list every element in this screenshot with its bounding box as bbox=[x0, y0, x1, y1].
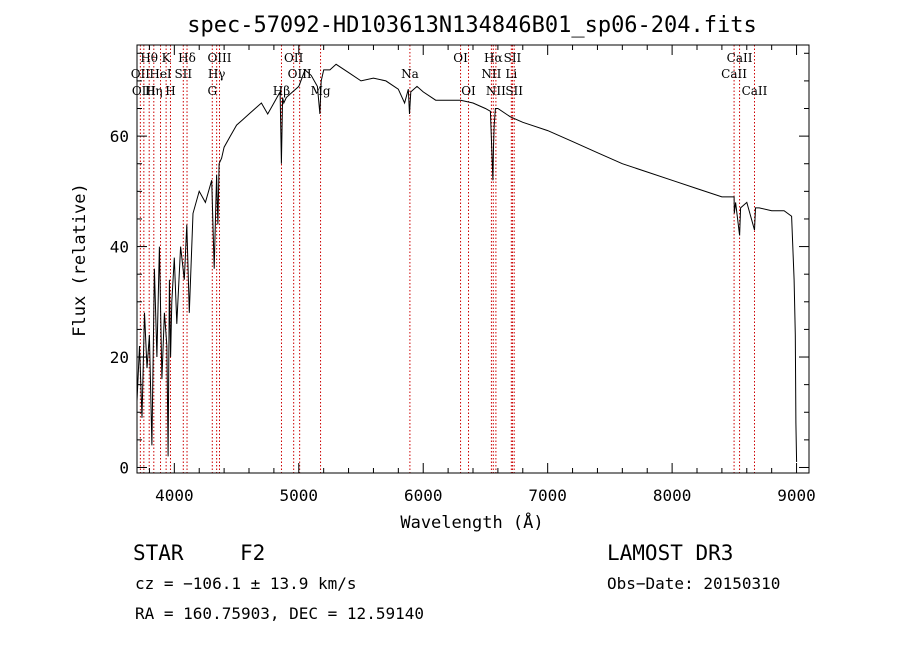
x-tick-label: 5000 bbox=[280, 486, 319, 505]
y-tick-label: 0 bbox=[119, 458, 129, 477]
x-tick-label: 9000 bbox=[777, 486, 816, 505]
line-label-HeI: HeI bbox=[149, 67, 172, 81]
line-label-OII-a: OII bbox=[131, 67, 151, 81]
coordinates: RA = 160.75903, DEC = 12.59140 bbox=[135, 604, 424, 623]
line-label-CaII-c: CaII bbox=[742, 84, 768, 98]
line-label-CaII-a: CaII bbox=[727, 51, 753, 65]
line-label-H-beta: Hβ bbox=[273, 84, 290, 98]
line-label-SII-c: SII bbox=[505, 84, 523, 98]
x-axis-title: Wavelength (Å) bbox=[400, 511, 543, 533]
y-tick-label: 40 bbox=[110, 238, 129, 257]
line-label-CaII-b: CaII bbox=[721, 67, 747, 81]
line-label-OIII-b: OIII bbox=[207, 51, 231, 65]
line-label-OII-b: OII bbox=[284, 51, 304, 65]
line-label-H: H bbox=[165, 84, 175, 98]
y-axis-ticks: 0 20 40 60 bbox=[110, 52, 809, 477]
y-tick-label: 20 bbox=[110, 348, 129, 367]
line-label-OIII-c: OIII bbox=[288, 67, 312, 81]
redshift-value: cz = −106.1 ± 13.9 km/s bbox=[135, 574, 357, 593]
line-label-H-gamma: Hγ bbox=[208, 67, 226, 81]
line-label-SII-a: SII bbox=[174, 67, 192, 81]
line-label-H-theta: Hθ bbox=[140, 51, 158, 65]
line-label-NII-b: NII bbox=[486, 84, 506, 98]
line-label-OIII-a: OIII bbox=[132, 84, 156, 98]
chart-title: spec-57092-HD103613N134846B01_sp06-204.f… bbox=[187, 13, 757, 38]
line-label-H-delta: Hδ bbox=[178, 51, 196, 65]
line-label-H-eta: Hη bbox=[145, 84, 163, 98]
line-label-H-alpha: Hα bbox=[484, 51, 503, 65]
object-subclass: F2 bbox=[240, 541, 265, 565]
x-tick-label: 8000 bbox=[653, 486, 692, 505]
y-axis-title: Flux (relative) bbox=[70, 183, 90, 337]
line-label-G: G bbox=[207, 84, 217, 98]
line-label-SII-b: SII bbox=[504, 51, 522, 65]
line-label-K: K bbox=[162, 51, 172, 65]
x-tick-label: 7000 bbox=[528, 486, 567, 505]
plot-frame bbox=[136, 44, 810, 474]
line-label-OI-a: OI bbox=[453, 51, 468, 65]
survey-name: LAMOST DR3 bbox=[607, 541, 733, 565]
line-label-Na: Na bbox=[401, 67, 419, 81]
line-label-NII-a: NII bbox=[481, 67, 501, 81]
x-tick-label: 4000 bbox=[155, 486, 194, 505]
line-label-Li: Li bbox=[505, 67, 517, 81]
observation-date: Obs−Date: 20150310 bbox=[607, 574, 780, 593]
x-axis-ticks: 4000 5000 6000 7000 8000 9000 bbox=[148, 45, 816, 505]
x-tick-label: 6000 bbox=[404, 486, 443, 505]
object-class: STAR bbox=[133, 541, 184, 565]
line-label-OI-b: OI bbox=[461, 84, 476, 98]
line-markers bbox=[139, 45, 755, 473]
spectrum-series-line bbox=[136, 63, 798, 463]
y-tick-label: 60 bbox=[110, 127, 129, 146]
